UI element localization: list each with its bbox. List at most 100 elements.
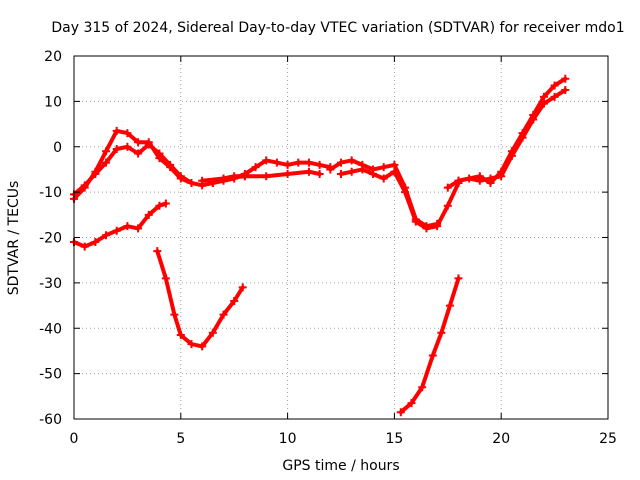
data-point <box>155 201 164 210</box>
data-point <box>454 274 463 283</box>
data-point <box>347 167 356 176</box>
data-point <box>401 188 410 197</box>
data-point <box>486 179 495 188</box>
data-point <box>170 310 179 319</box>
data-point <box>497 167 506 176</box>
y-tick-label: -50 <box>39 367 62 383</box>
data-point <box>230 297 239 306</box>
data-point <box>407 399 416 408</box>
data-series <box>70 74 570 417</box>
data-point <box>262 156 271 165</box>
series-satellite-track-6 <box>198 167 324 185</box>
series-line <box>456 76 568 185</box>
data-point <box>240 172 249 181</box>
data-point <box>251 163 260 172</box>
data-point <box>238 283 247 292</box>
data-point <box>272 158 281 167</box>
data-point <box>390 167 399 176</box>
data-point <box>411 217 420 226</box>
data-point <box>102 231 111 240</box>
data-point <box>326 165 335 174</box>
data-point <box>176 172 185 181</box>
data-point <box>134 224 143 233</box>
data-point <box>475 172 484 181</box>
x-tick-label: 10 <box>279 431 297 447</box>
data-point <box>198 176 207 185</box>
data-point <box>283 160 292 169</box>
data-point <box>428 351 437 360</box>
data-point <box>80 181 89 190</box>
data-point <box>337 158 345 167</box>
data-point <box>433 222 442 231</box>
axis-ticks: 0 5 10 15 20 25 -60 -50 -40 -30 -20 -10 0 10 20 <box>39 49 617 447</box>
series-line <box>72 128 247 201</box>
data-point <box>304 167 313 176</box>
data-point <box>123 129 132 138</box>
series-satellite-track-4 <box>153 247 247 351</box>
data-point <box>283 169 292 178</box>
data-point <box>379 174 388 183</box>
data-point <box>134 138 143 147</box>
data-point <box>445 301 454 310</box>
data-point <box>91 169 100 178</box>
data-point <box>507 147 516 156</box>
data-point <box>219 310 228 319</box>
data-point <box>358 165 367 174</box>
y-tick-label: 20 <box>44 49 62 65</box>
data-point <box>161 199 170 208</box>
data-point <box>454 176 463 185</box>
data-point <box>134 149 143 158</box>
data-point <box>347 156 356 165</box>
data-point <box>294 158 303 167</box>
data-point <box>437 328 446 337</box>
data-point <box>161 274 170 283</box>
data-point <box>208 328 217 337</box>
series-line <box>398 276 461 415</box>
series-line <box>339 167 461 231</box>
y-tick-label: -10 <box>39 185 62 201</box>
data-point <box>153 247 162 256</box>
data-point <box>155 149 164 158</box>
y-tick-label: 10 <box>44 94 62 110</box>
series-satellite-track-3 <box>70 199 170 251</box>
data-point <box>80 242 89 251</box>
data-point <box>443 183 452 192</box>
data-point <box>422 224 431 233</box>
data-point <box>396 408 405 417</box>
data-point <box>561 86 570 95</box>
data-point <box>369 169 378 178</box>
data-point <box>443 201 452 210</box>
series-satellite-track-11 <box>454 74 570 188</box>
data-point <box>144 210 153 219</box>
data-point <box>550 92 559 101</box>
x-tick-label: 0 <box>70 431 79 447</box>
series-satellite-track-1 <box>70 126 249 203</box>
data-point <box>112 226 121 235</box>
data-point <box>102 147 111 156</box>
y-tick-label: -30 <box>39 276 62 292</box>
data-point <box>187 179 196 188</box>
x-tick-label: 15 <box>385 431 403 447</box>
series-line <box>155 249 245 349</box>
chart-title: Day 315 of 2024, Sidereal Day-to-day VTE… <box>51 20 624 36</box>
series-satellite-track-8 <box>337 165 463 233</box>
data-point <box>166 160 175 169</box>
x-axis-label: GPS time / hours <box>282 458 399 474</box>
series-satellite-track-7 <box>326 156 442 231</box>
y-axis-label: SDTVAR / TECUs <box>6 181 22 296</box>
data-point <box>112 145 121 154</box>
y-tick-label: 0 <box>53 140 62 156</box>
grid-lines <box>74 56 608 419</box>
data-point <box>144 140 153 149</box>
data-point <box>198 342 207 351</box>
data-point <box>219 174 228 183</box>
data-point <box>337 169 345 178</box>
data-point <box>123 142 132 151</box>
data-point <box>379 163 388 172</box>
y-tick-label: -40 <box>39 321 62 337</box>
data-point <box>529 110 538 119</box>
series-line <box>72 142 194 197</box>
data-point <box>112 126 121 135</box>
data-point <box>176 331 185 340</box>
data-point <box>518 129 527 138</box>
